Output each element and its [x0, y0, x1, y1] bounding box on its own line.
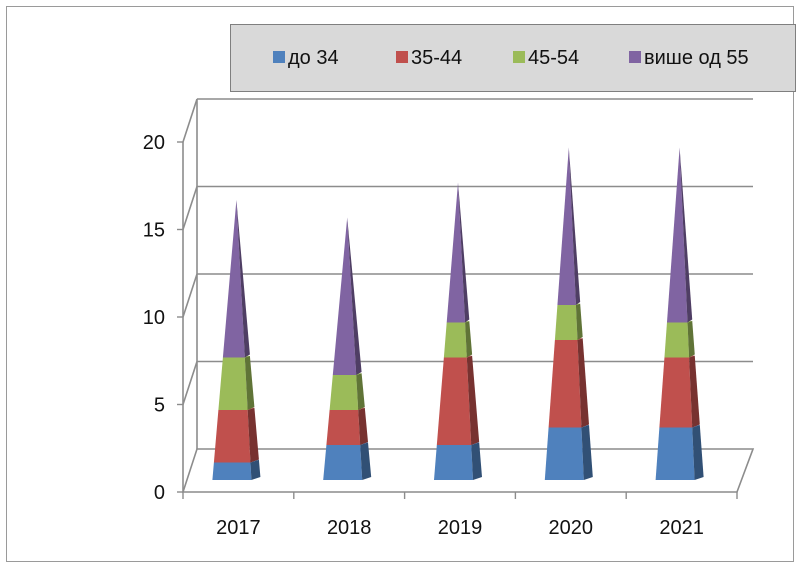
- cone-2021-segment-1-side: [692, 424, 704, 480]
- y-tick-label-15: 15: [143, 220, 165, 242]
- floor-plane: [181, 448, 755, 493]
- cone-2021-segment-1: [655, 427, 695, 480]
- cone-2020-segment-4-side: [568, 147, 581, 305]
- y-tick-label-5: 5: [154, 395, 165, 417]
- cone-2019-segment-2: [436, 357, 472, 445]
- cone-2018-segment-1: [323, 445, 363, 480]
- legend-item-series-3: 45-54: [513, 47, 579, 70]
- x-tick-label-2020: 2020: [549, 517, 594, 539]
- gridline-side-20: [182, 98, 198, 143]
- cone-2017-segment-2: [213, 410, 251, 463]
- gridline-side-5: [182, 361, 198, 405]
- legend-swatch-series-4: [629, 50, 641, 63]
- gridline-side-15: [182, 186, 198, 230]
- cone-2020-segment-2: [548, 340, 582, 428]
- cone-2017-segment-3: [218, 357, 248, 410]
- gridline-side-10: [182, 273, 198, 318]
- cone-2021-segment-3-side: [687, 320, 695, 358]
- cone-2017-segment-1: [212, 462, 252, 480]
- cone-2020-segment-3: [554, 305, 578, 340]
- x-tick-label-2017: 2017: [216, 517, 261, 539]
- y-tick-label-20: 20: [143, 132, 165, 154]
- legend-label-series-1: до 34: [288, 47, 339, 69]
- cone-2020-segment-2-side: [577, 338, 590, 428]
- legend-swatch-series-1: [273, 50, 285, 63]
- cone-2018-segment-1-side: [360, 442, 372, 480]
- legend-item-series-4: више од 55: [629, 47, 749, 70]
- cone-2018-segment-2-side: [358, 407, 368, 445]
- cone-2019-segment-3: [443, 322, 467, 358]
- cone-2018-segment-4: [332, 217, 357, 375]
- cone-2021-segment-4: [666, 147, 688, 323]
- y-tick-label-10: 10: [143, 307, 165, 329]
- legend-label-series-2: 35-44: [411, 47, 463, 69]
- cone-2020-segment-1-side: [581, 424, 593, 480]
- cone-2021-segment-4-side: [679, 147, 693, 323]
- cone-2017-segment-4: [222, 200, 245, 358]
- cone-2017-segment-1-side: [250, 459, 261, 480]
- x-tick-label-2018: 2018: [327, 517, 372, 539]
- chart-legend: до 34 35-44 45-54 више од 55: [230, 24, 796, 92]
- cone-2019-segment-1: [434, 445, 473, 480]
- y-tick-label-0: 0: [154, 482, 165, 504]
- cone-2019-segment-1-side: [471, 442, 482, 480]
- legend-swatch-series-3: [513, 50, 525, 63]
- legend-item-series-1: до 34: [273, 47, 339, 70]
- cone-2020-segment-4: [557, 147, 576, 305]
- cone-2019-segment-4: [446, 182, 466, 323]
- cone-2019-segment-2-side: [466, 355, 480, 445]
- legend-item-series-2: 35-44: [396, 47, 462, 70]
- legend-label-series-4: више од 55: [644, 47, 749, 69]
- cone-2017-segment-4-side: [236, 200, 250, 358]
- cone-2020-segment-3-side: [575, 303, 583, 340]
- cone-2021-segment-2: [659, 357, 693, 428]
- cone-2018-segment-2: [326, 410, 361, 445]
- cone-2020-segment-1: [544, 427, 584, 480]
- cone-2017-segment-3-side: [244, 355, 255, 410]
- cone-2021-segment-2-side: [689, 355, 700, 428]
- x-tick-label-2019: 2019: [438, 517, 483, 539]
- x-tick-label-2021: 2021: [659, 517, 704, 539]
- legend-swatch-series-2: [396, 50, 408, 63]
- cone-2019-segment-4-side: [458, 182, 470, 323]
- legend-label-series-3: 45-54: [528, 47, 580, 69]
- cone-2019-segment-3-side: [465, 321, 473, 358]
- cone-2018-segment-3: [329, 375, 359, 410]
- cone-2021-segment-3: [664, 322, 690, 358]
- cone-2017-segment-2-side: [247, 407, 259, 463]
- cone-2018-segment-3-side: [356, 373, 365, 410]
- cone-2018-segment-4-side: [347, 217, 362, 375]
